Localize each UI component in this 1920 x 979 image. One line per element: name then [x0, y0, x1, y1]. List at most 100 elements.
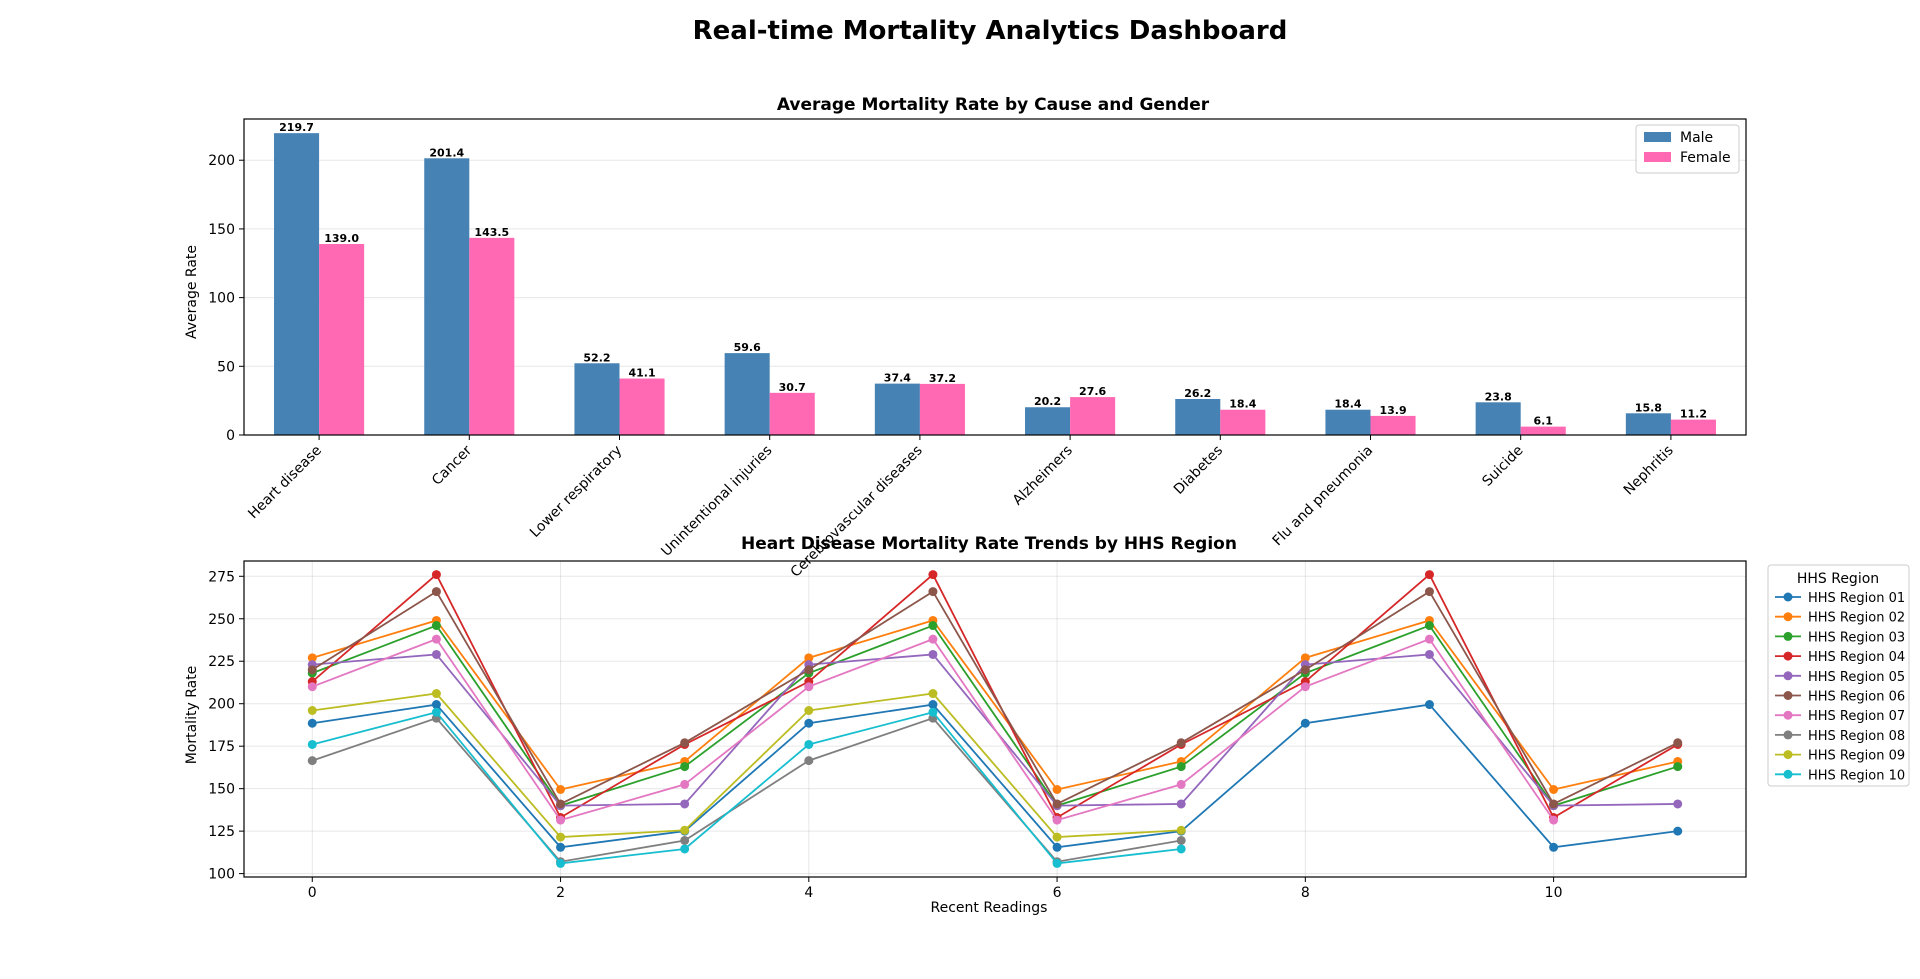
line-point: [431, 689, 441, 699]
line-point: [1673, 738, 1683, 748]
bar-value-label: 219.7: [279, 121, 314, 134]
line-point: [431, 700, 441, 710]
bar-female-cerebrovascular-diseases: [919, 383, 965, 435]
line-point: [431, 649, 441, 659]
line-legend-title: HHS Region: [1797, 571, 1879, 587]
line-series-hhs-region-09: [307, 689, 1186, 842]
line-point: [1673, 799, 1683, 809]
line-y-tick-label: 200: [208, 697, 235, 713]
line-point: [431, 587, 441, 597]
line-legend-label-hhs-region-07: HHS Region 07: [1808, 709, 1905, 724]
line-path-hhs-region-01: [312, 703, 1678, 849]
line-point: [1052, 799, 1062, 809]
bar-chart-title: Average Mortality Rate by Cause and Gend…: [777, 95, 1210, 115]
bar-chart-frame: [243, 118, 1747, 436]
bar-female-heart-disease: [319, 244, 365, 435]
bar-x-tick-label: Diabetes: [1171, 443, 1226, 498]
dashboard-title: Real-time Mortality Analytics Dashboard: [693, 16, 1288, 46]
line-point: [1424, 634, 1434, 644]
line-point: [928, 700, 938, 710]
line-chart-y-ticks: 100 125 150 175 200 225 250 275: [208, 569, 244, 883]
bar-male-lower-respiratory: [574, 363, 620, 435]
line-point: [1176, 738, 1186, 748]
line-point: [804, 706, 814, 716]
line-point: [804, 653, 814, 663]
bar-legend-swatch-male: [1644, 132, 1671, 142]
line-legend-marker: [1783, 592, 1793, 602]
line-point: [556, 842, 566, 852]
line-point: [928, 649, 938, 659]
bar-value-label: 20.2: [1034, 395, 1061, 408]
line-point: [928, 707, 938, 717]
line-series-hhs-region-07: [307, 634, 1559, 825]
line-point: [1549, 799, 1559, 809]
line-chart-title: Heart Disease Mortality Rate Trends by H…: [741, 534, 1237, 554]
line-point: [556, 785, 566, 795]
line-point: [1424, 587, 1434, 597]
line-point: [431, 634, 441, 644]
line-point: [1300, 718, 1310, 728]
line-point: [556, 858, 566, 868]
bar-chart-legend: Male Female: [1635, 124, 1740, 174]
line-point: [1424, 570, 1434, 580]
line-point: [928, 621, 938, 631]
bar-female-cancer: [469, 237, 515, 435]
line-y-tick-label: 150: [208, 782, 235, 798]
line-point: [1673, 762, 1683, 772]
bar-female-lower-respiratory: [619, 378, 665, 435]
bar-chart-y-ticks: 0 50 100 150 200: [208, 153, 244, 444]
line-point: [1549, 785, 1559, 795]
bar-value-label: 143.5: [474, 226, 509, 239]
line-legend-marker: [1783, 671, 1793, 681]
bar-female-suicide: [1520, 426, 1566, 435]
bar-value-label: 37.4: [884, 372, 911, 385]
line-point: [680, 738, 690, 748]
line-path-hhs-region-10: [312, 711, 1182, 865]
bar-value-label: 18.4: [1334, 398, 1361, 411]
bar-x-tick-label: Heart disease: [245, 443, 325, 523]
bar-male-flu-and-pneumonia: [1325, 409, 1371, 435]
line-point: [804, 756, 814, 766]
line-legend-label-hhs-region-09: HHS Region 09: [1808, 749, 1905, 764]
line-legend-label-hhs-region-06: HHS Region 06: [1808, 690, 1905, 705]
line-chart-gridlines: [244, 561, 1746, 877]
line-point: [1424, 700, 1434, 710]
line-point: [307, 739, 317, 749]
bar-y-tick-label: 0: [226, 428, 235, 444]
bar-value-label: 139.0: [324, 232, 359, 245]
line-path-hhs-region-02: [312, 619, 1678, 791]
line-point: [804, 682, 814, 692]
line-legend-label-hhs-region-10: HHS Region 10: [1808, 768, 1905, 783]
line-point: [307, 718, 317, 728]
bar-x-tick-label: Alzheimers: [1010, 443, 1076, 509]
bar-female-unintentional-injuries: [769, 392, 815, 435]
line-series-hhs-region-03: [307, 621, 1683, 811]
line-point: [1052, 832, 1062, 842]
line-chart-y-axis-label: Mortality Rate: [184, 666, 200, 765]
line-legend-label-hhs-region-05: HHS Region 05: [1808, 670, 1905, 685]
line-point: [307, 706, 317, 716]
line-path-hhs-region-07: [311, 638, 1555, 822]
bar-x-tick-label: Flu and pneumonia: [1270, 443, 1377, 550]
line-path-hhs-region-03: [311, 624, 1678, 807]
bar-male-cerebrovascular-diseases: [874, 383, 920, 435]
line-point: [556, 799, 566, 809]
bar-value-label: 11.2: [1680, 408, 1707, 421]
bar-female-nephritis: [1670, 419, 1716, 435]
line-point: [1052, 785, 1062, 795]
bar-chart-panel: Average Mortality Rate by Cause and Gend…: [184, 95, 1747, 581]
bar-y-tick-label: 100: [208, 291, 235, 307]
bar-y-tick-label: 200: [208, 153, 235, 169]
line-point: [1052, 858, 1062, 868]
line-point: [928, 570, 938, 580]
line-point: [680, 825, 690, 835]
line-point: [1300, 682, 1310, 692]
line-legend-marker: [1783, 612, 1793, 622]
line-chart-x-axis-label: Recent Readings: [931, 900, 1048, 916]
bar-male-unintentional-injuries: [724, 353, 770, 435]
line-path-hhs-region-06: [311, 590, 1679, 806]
bar-value-label: 41.1: [628, 367, 655, 380]
bar-y-tick-label: 150: [208, 222, 235, 238]
line-point: [804, 665, 814, 675]
